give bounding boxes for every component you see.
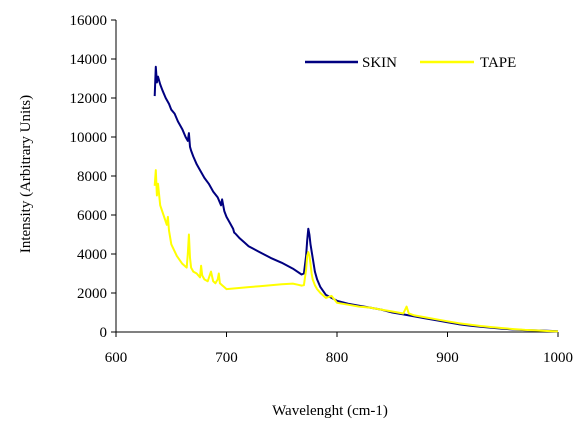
y-tick-label: 16000 [70, 13, 108, 29]
x-tick-label: 600 [105, 350, 128, 366]
x-tick-label: 800 [326, 350, 349, 366]
y-tick-label: 10000 [70, 130, 108, 146]
x-axis-ticks: 600 700 800 900 1000 [105, 332, 573, 366]
series-line-skin [153, 65, 559, 333]
y-tick-label: 8000 [77, 169, 107, 185]
y-tick-label: 14000 [70, 52, 108, 68]
legend: SKIN TAPE [305, 55, 516, 71]
x-tick-label: 700 [215, 350, 238, 366]
x-tick-label: 900 [436, 350, 459, 366]
series-line-tape [153, 169, 559, 333]
y-tick-label: 2000 [77, 286, 107, 302]
x-axis-label: Wavelenght (cm-1) [272, 403, 388, 419]
y-tick-label: 12000 [70, 91, 108, 107]
y-tick-label: 4000 [77, 247, 107, 263]
legend-label-skin: SKIN [362, 55, 397, 71]
series-layer [153, 65, 559, 333]
y-tick-label: 6000 [77, 208, 107, 224]
y-axis-label: Intensity (Arbitrary Units) [18, 95, 34, 253]
legend-label-tape: TAPE [480, 55, 516, 71]
y-axis-ticks: 0 2000 4000 6000 8000 10000 12000 14000 16000 [70, 13, 116, 341]
x-tick-label: 1000 [543, 350, 573, 366]
y-tick-label: 0 [100, 325, 108, 341]
